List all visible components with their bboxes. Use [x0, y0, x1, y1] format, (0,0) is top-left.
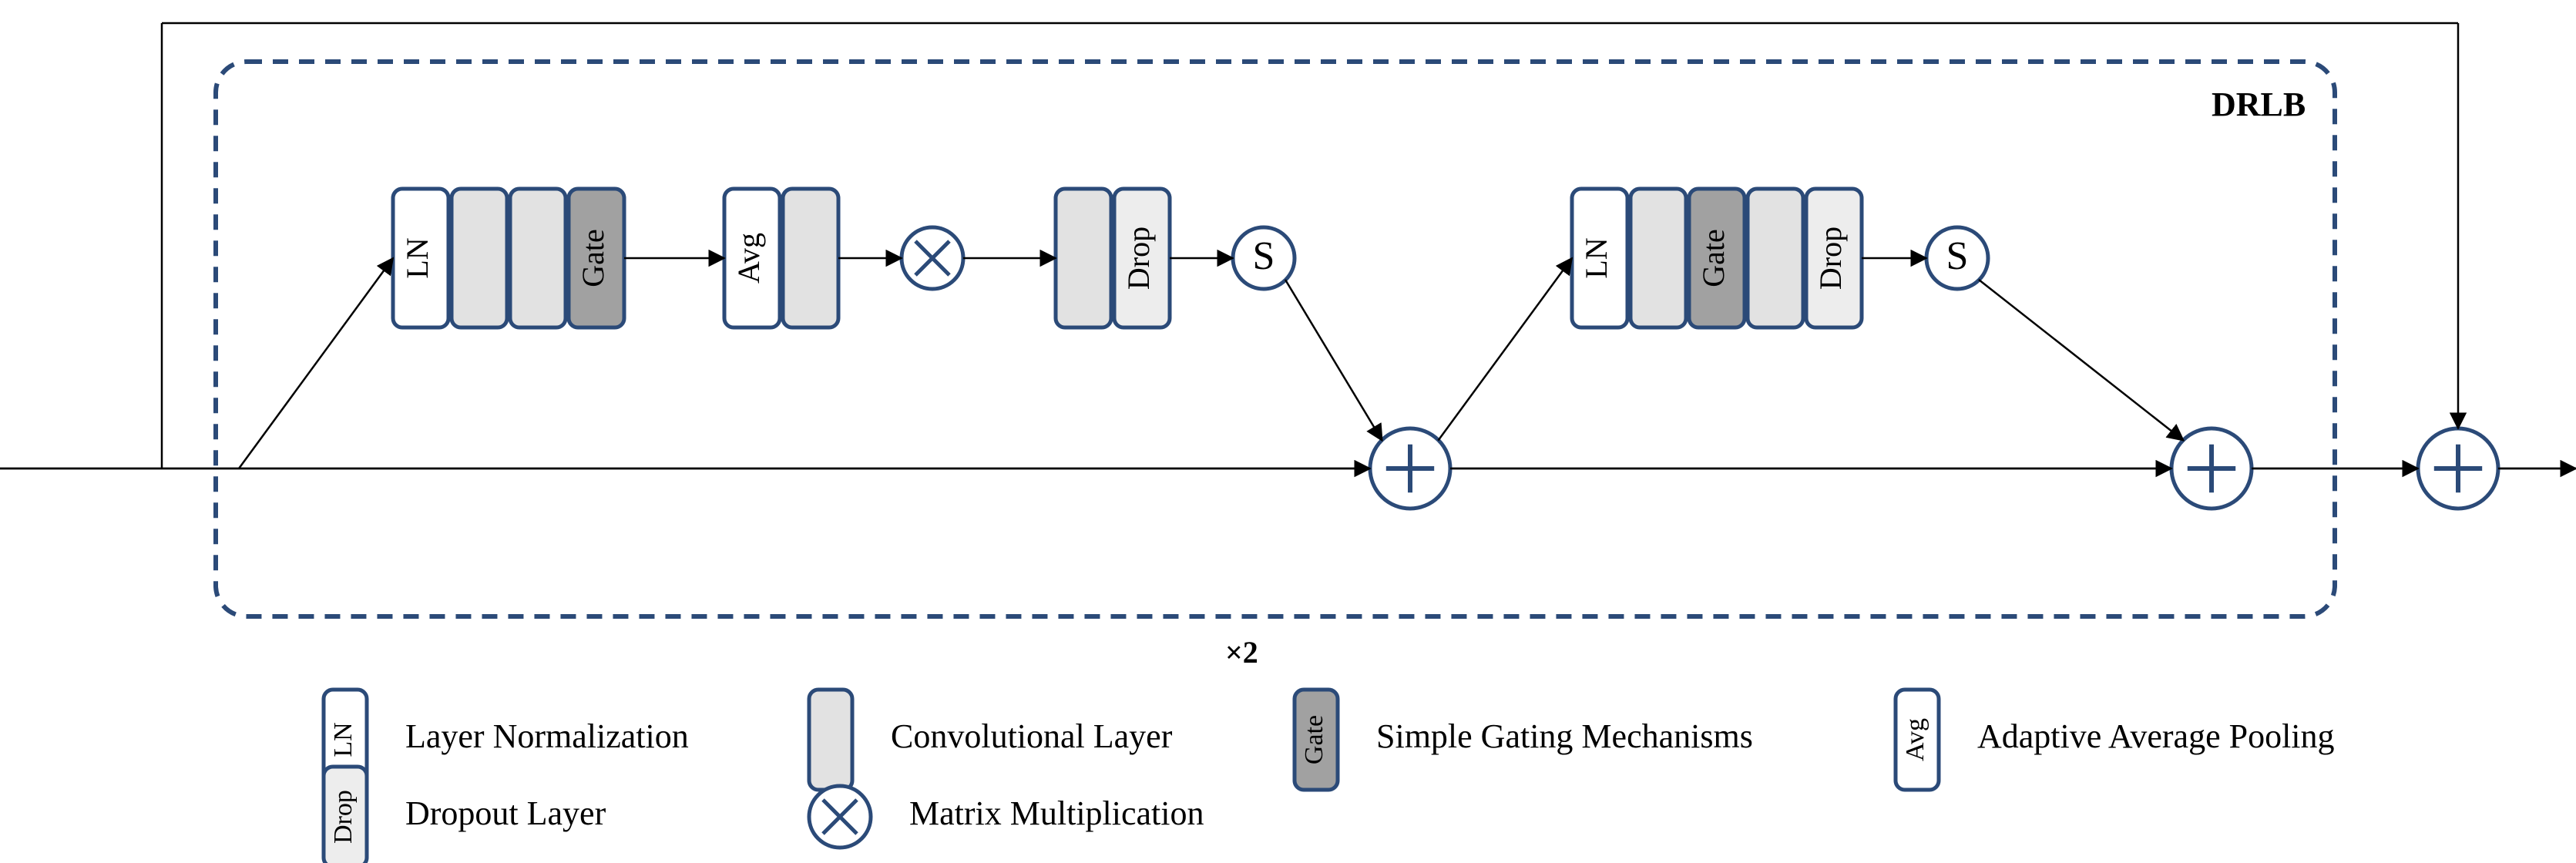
svg-text:Gate: Gate	[1300, 715, 1328, 764]
legend-text: Adaptive Average Pooling	[1977, 717, 2335, 755]
svg-text:LN: LN	[400, 237, 435, 278]
svg-text:S: S	[1253, 234, 1275, 278]
circle-add	[2418, 428, 2498, 509]
block-conv	[1056, 189, 1111, 327]
block-conv	[1748, 189, 1803, 327]
svg-text:LN: LN	[329, 722, 358, 757]
svg-text:S: S	[1946, 234, 1969, 278]
block-conv	[783, 189, 838, 327]
x2-label: ×2	[1225, 635, 1258, 670]
block-drop: Drop	[1114, 189, 1170, 327]
svg-text:Drop: Drop	[1813, 227, 1848, 290]
arrow	[239, 258, 393, 468]
block-drop: Drop	[1806, 189, 1862, 327]
drlb-dashed-box	[216, 62, 2335, 616]
legend-text: Matrix Multiplication	[909, 794, 1204, 832]
legend-icon-drop: Drop	[324, 767, 367, 863]
legend-icon-gate: Gate	[1295, 690, 1338, 790]
arrow	[1438, 258, 1572, 441]
legend-icon-avg: Avg	[1896, 690, 1939, 790]
svg-text:Avg: Avg	[731, 233, 766, 284]
legend-text: Simple Gating Mechanisms	[1376, 717, 1753, 755]
block-avg: Avg	[724, 189, 780, 327]
block-conv	[1631, 189, 1686, 327]
svg-text:LN: LN	[1579, 237, 1614, 278]
arrow	[1979, 280, 2184, 441]
block-ln: LN	[393, 189, 448, 327]
block-conv	[510, 189, 566, 327]
block-ln: LN	[1572, 189, 1627, 327]
block-conv	[452, 189, 507, 327]
block-gate: Gate	[1689, 189, 1745, 327]
svg-text:Gate: Gate	[576, 229, 610, 287]
svg-text:Avg: Avg	[1901, 718, 1929, 761]
svg-text:Gate: Gate	[1696, 229, 1731, 287]
legend-icon-conv	[809, 690, 852, 790]
legend-text: Convolutional Layer	[891, 717, 1173, 755]
legend-icon-mul	[809, 786, 871, 848]
svg-text:Drop: Drop	[329, 790, 358, 844]
arrow	[1285, 280, 1382, 441]
drlb-title: DRLB	[2212, 86, 2306, 123]
svg-text:Drop: Drop	[1121, 227, 1156, 290]
legend-text: Dropout Layer	[405, 794, 606, 832]
legend-text: Layer Normalization	[405, 717, 689, 755]
circle-mul	[902, 227, 963, 289]
block-gate: Gate	[569, 189, 624, 327]
